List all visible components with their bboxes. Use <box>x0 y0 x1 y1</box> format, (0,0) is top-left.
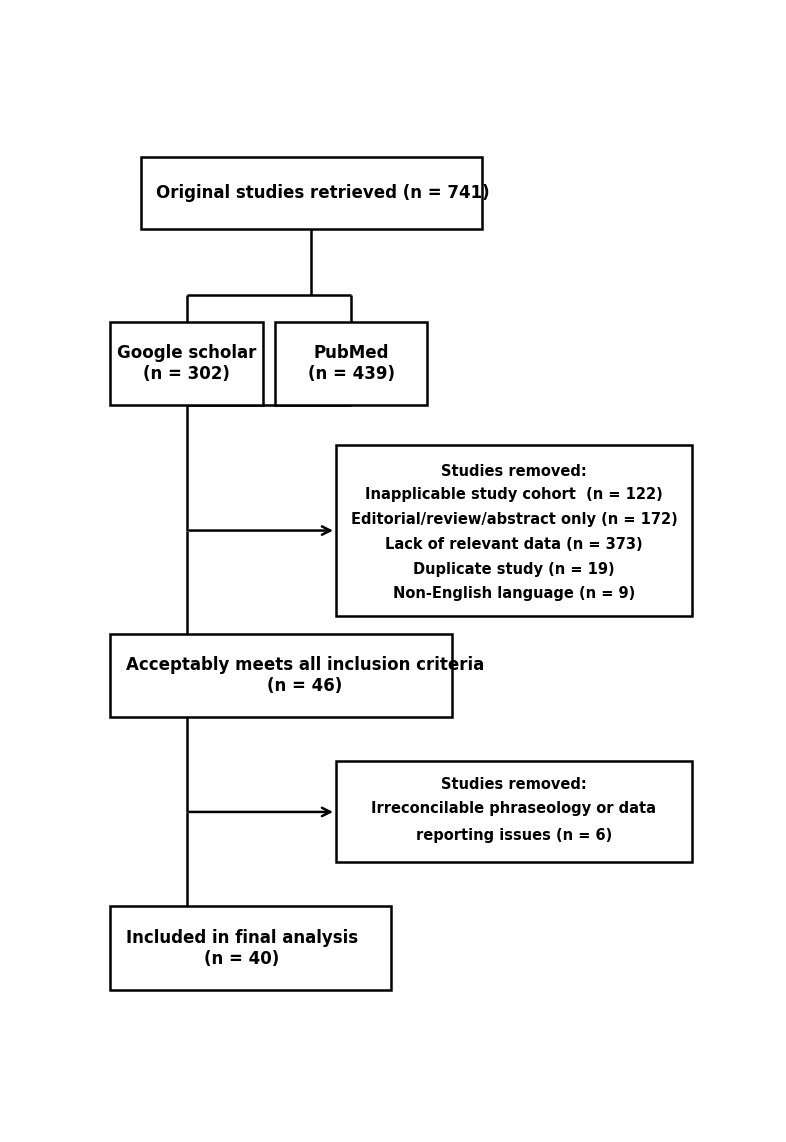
Text: PubMed
(n = 439): PubMed (n = 439) <box>307 344 395 383</box>
Text: Included in final analysis
(n = 40): Included in final analysis (n = 40) <box>126 928 358 967</box>
Text: Original studies retrieved (n = 741): Original studies retrieved (n = 741) <box>156 184 490 202</box>
Text: Studies removed:: Studies removed: <box>441 464 587 480</box>
Text: Duplicate study (n = 19): Duplicate study (n = 19) <box>413 562 615 577</box>
Text: Editorial/review/abstract only (n = 172): Editorial/review/abstract only (n = 172) <box>351 512 678 526</box>
Text: reporting issues (n = 6): reporting issues (n = 6) <box>416 828 612 843</box>
Text: Inapplicable study cohort  (n = 122): Inapplicable study cohort (n = 122) <box>365 488 663 502</box>
FancyBboxPatch shape <box>110 634 451 717</box>
Text: Non-English language (n = 9): Non-English language (n = 9) <box>393 586 635 602</box>
FancyBboxPatch shape <box>336 762 692 862</box>
Text: Studies removed:: Studies removed: <box>441 778 587 793</box>
Text: Irreconcilable phraseology or data: Irreconcilable phraseology or data <box>372 802 656 817</box>
FancyBboxPatch shape <box>110 322 263 405</box>
Text: Acceptably meets all inclusion criteria
(n = 46): Acceptably meets all inclusion criteria … <box>126 657 484 695</box>
Text: Lack of relevant data (n = 373): Lack of relevant data (n = 373) <box>385 537 643 552</box>
FancyBboxPatch shape <box>275 322 428 405</box>
Text: Google scholar
(n = 302): Google scholar (n = 302) <box>117 344 256 383</box>
FancyBboxPatch shape <box>141 158 482 230</box>
FancyBboxPatch shape <box>110 907 391 990</box>
FancyBboxPatch shape <box>336 444 692 617</box>
